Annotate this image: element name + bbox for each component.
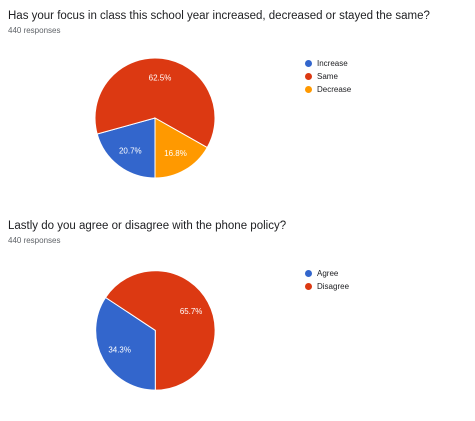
legend-item-agree: Agree (305, 267, 349, 280)
pie-chart-focus: 20.7% 62.5% 16.8% (94, 57, 216, 179)
legend-swatch (305, 73, 312, 80)
legend-label: Decrease (317, 85, 352, 94)
response-count: 440 responses (8, 236, 61, 245)
pie-slice-increase (96, 117, 156, 179)
question-title: Has your focus in class this school year… (8, 10, 430, 22)
chart-card-phone-policy: Lastly do you agree or disagree with the… (0, 210, 475, 421)
question-title: Lastly do you agree or disagree with the… (8, 220, 287, 232)
legend-item-disagree: Disagree (305, 280, 349, 293)
pie-slice-same (94, 57, 216, 149)
legend-swatch (305, 283, 312, 290)
legend: Agree Disagree (305, 267, 349, 293)
legend-label: Disagree (317, 282, 350, 291)
legend-label: Increase (317, 59, 348, 68)
legend-label: Agree (317, 269, 339, 278)
chart-card-focus: Has your focus in class this school year… (0, 0, 475, 210)
pie-slice-disagree (104, 270, 216, 391)
legend-item-decrease: Decrease (305, 83, 351, 96)
legend-label: Same (317, 72, 338, 81)
legend-swatch (305, 270, 312, 277)
legend-swatch (305, 86, 312, 93)
slice-label-decrease: 16.8% (164, 149, 187, 158)
response-count: 440 responses (8, 26, 61, 35)
legend-item-increase: Increase (305, 57, 351, 70)
pie-chart-phone-policy: 34.3% 65.7% (95, 270, 216, 391)
slice-label-increase: 20.7% (119, 147, 142, 156)
slice-label-same: 62.5% (149, 74, 172, 83)
pie-slice-decrease (154, 117, 208, 179)
slice-label-agree: 34.3% (108, 346, 131, 355)
legend: Increase Same Decrease (305, 57, 351, 96)
legend-item-same: Same (305, 70, 351, 83)
slice-label-disagree: 65.7% (180, 307, 203, 316)
legend-swatch (305, 60, 312, 67)
